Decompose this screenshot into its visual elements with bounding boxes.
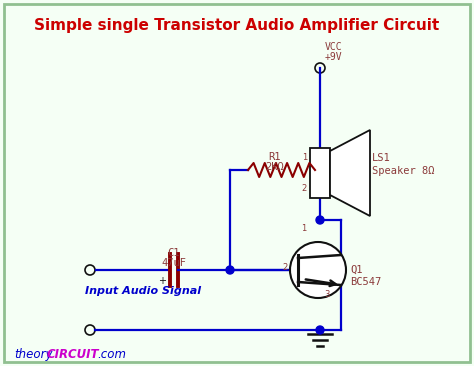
Circle shape bbox=[316, 326, 324, 334]
Text: Simple single Transistor Audio Amplifier Circuit: Simple single Transistor Audio Amplifier… bbox=[35, 18, 439, 33]
Circle shape bbox=[316, 216, 324, 224]
Text: CIRCUIT: CIRCUIT bbox=[47, 348, 100, 361]
Text: C1: C1 bbox=[168, 248, 180, 258]
Text: 1: 1 bbox=[301, 224, 306, 233]
Polygon shape bbox=[330, 130, 370, 216]
Text: +: + bbox=[158, 276, 166, 286]
Text: 2: 2 bbox=[283, 262, 288, 272]
Text: Speaker 8Ω: Speaker 8Ω bbox=[372, 166, 435, 176]
Text: 47uF: 47uF bbox=[162, 258, 186, 268]
Text: R1: R1 bbox=[269, 152, 281, 162]
Text: VCC: VCC bbox=[325, 42, 343, 52]
Text: 1: 1 bbox=[302, 153, 307, 162]
Text: 2: 2 bbox=[302, 184, 307, 193]
Circle shape bbox=[226, 266, 234, 274]
Text: Input Audio Signal: Input Audio Signal bbox=[85, 286, 201, 296]
Circle shape bbox=[290, 242, 346, 298]
Text: 3: 3 bbox=[324, 290, 329, 299]
Text: theory: theory bbox=[14, 348, 53, 361]
Text: LS1: LS1 bbox=[372, 153, 391, 163]
Text: .com: .com bbox=[97, 348, 126, 361]
Text: Q1: Q1 bbox=[350, 265, 363, 275]
Text: 2KΩ: 2KΩ bbox=[265, 162, 284, 172]
Text: BC547: BC547 bbox=[350, 277, 381, 287]
Bar bbox=[310, 148, 330, 198]
Text: +9V: +9V bbox=[325, 52, 343, 62]
